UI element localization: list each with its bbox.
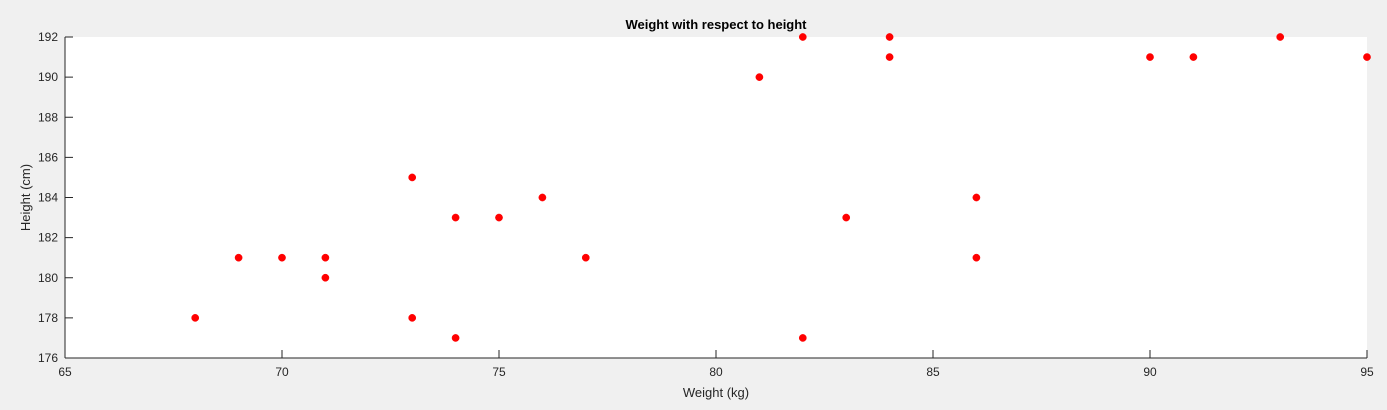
scatter-point: [885, 33, 894, 41]
scatter-point: [798, 334, 807, 342]
x-tick-label: 75: [492, 365, 506, 379]
scatter-point: [408, 314, 417, 322]
y-tick-label: 178: [38, 311, 58, 325]
x-tick-label: 80: [709, 365, 723, 379]
chart-title: Weight with respect to height: [625, 17, 807, 32]
scatter-point: [191, 314, 200, 322]
x-axis-ticks: 65 70 75 80 85 90 95: [58, 350, 1374, 379]
x-tick-label: 85: [926, 365, 940, 379]
y-tick-label: 190: [38, 70, 58, 84]
x-tick-label: 90: [1143, 365, 1157, 379]
scatter-point: [278, 253, 286, 262]
scatter-point: [755, 73, 764, 81]
y-axis-label: Height (cm): [18, 164, 33, 231]
scatter-point: [1363, 53, 1371, 61]
scatter-point: [972, 253, 981, 262]
scatter-point: [972, 193, 981, 202]
plot-area: [65, 37, 1367, 358]
scatter-point: [581, 253, 590, 262]
scatter-point: [321, 273, 330, 282]
scatter-point: [495, 213, 503, 222]
scatter-point: [1189, 53, 1198, 61]
scatter-point: [1276, 33, 1285, 41]
y-tick-label: 182: [38, 231, 58, 245]
scatter-point: [798, 33, 807, 41]
scatter-point: [842, 213, 851, 222]
y-tick-label: 192: [38, 30, 58, 44]
scatter-point: [321, 253, 330, 262]
y-axis-ticks: 176 178 180 182 184 186 188 190 192: [38, 30, 73, 365]
x-axis-label: Weight (kg): [683, 385, 749, 400]
y-tick-label: 186: [38, 150, 58, 164]
y-tick-label: 180: [38, 271, 58, 285]
scatter-point: [451, 334, 460, 342]
scatter-point: [408, 173, 417, 182]
data-points: [191, 33, 1371, 342]
x-tick-label: 65: [58, 365, 72, 379]
y-tick-label: 184: [38, 191, 58, 205]
scatter-point: [885, 53, 894, 61]
y-tick-label: 188: [38, 110, 58, 124]
scatter-point: [1146, 53, 1154, 61]
scatter-point: [538, 193, 547, 202]
y-tick-label: 176: [38, 351, 58, 365]
x-tick-label: 70: [275, 365, 289, 379]
scatter-point: [451, 213, 460, 222]
scatter-point: [234, 253, 243, 262]
x-tick-label: 95: [1360, 365, 1374, 379]
